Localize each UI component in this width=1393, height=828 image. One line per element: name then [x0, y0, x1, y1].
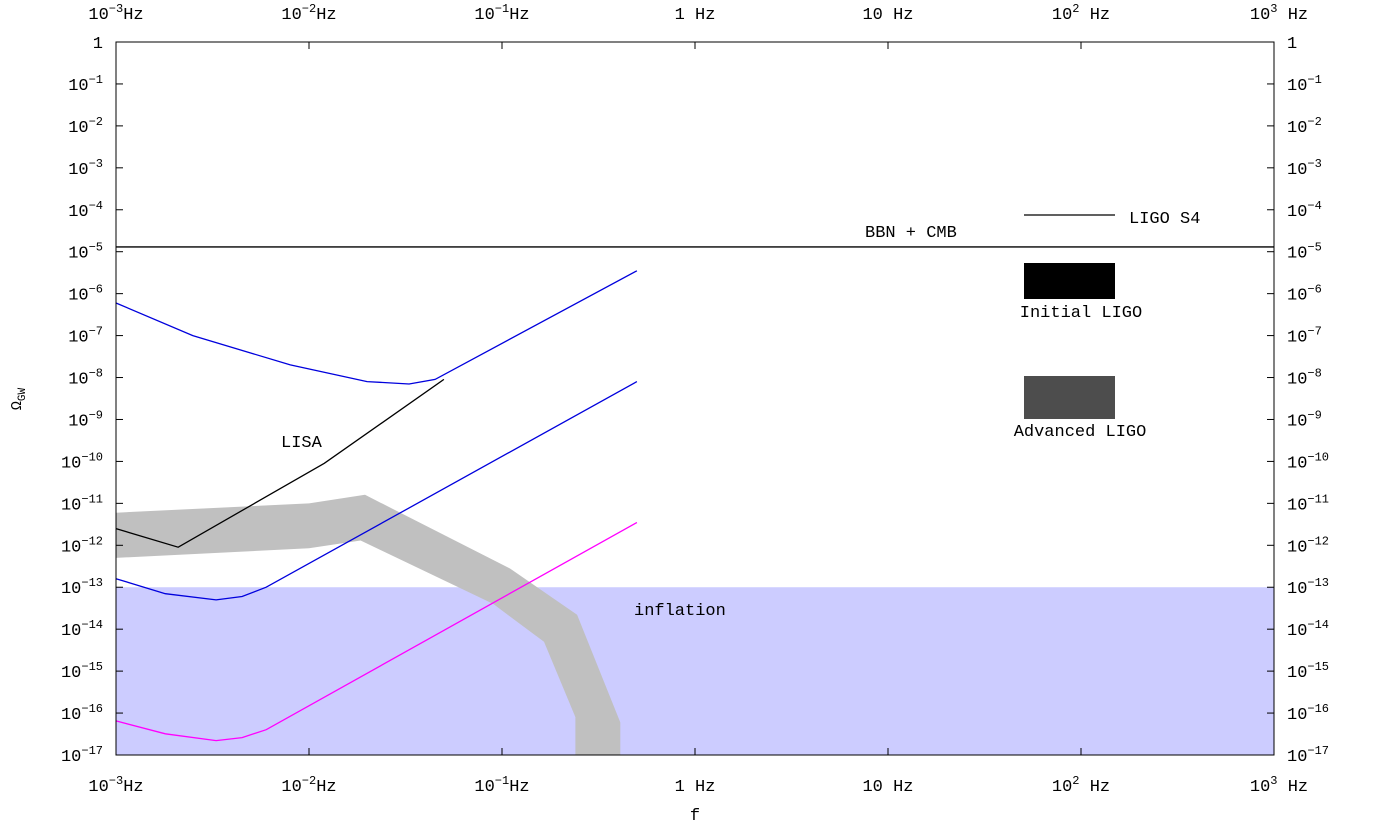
y-tick-label-right: 10−9	[1287, 408, 1322, 431]
inflation-region	[116, 587, 1274, 755]
x-axis-label: f	[690, 807, 700, 826]
y-tick-label-right: 10−6	[1287, 283, 1322, 306]
y-tick-label-right: 10−13	[1287, 576, 1329, 599]
y-tick-label-left: 10−13	[61, 576, 103, 599]
x-tick-label-bottom: 1 Hz	[675, 778, 716, 797]
y-tick-label-left: 10−4	[68, 199, 103, 222]
legend-ligo-s4-label: LIGO S4	[1129, 210, 1200, 229]
sensitivity-curve-3	[115, 521, 638, 742]
y-tick-label-right: 10−12	[1287, 534, 1329, 557]
y-tick-label-right: 10−7	[1287, 325, 1322, 348]
y-tick-label-left: 10−12	[61, 534, 103, 557]
regions-layer	[116, 587, 1274, 755]
y-tick-label-right: 10−1	[1287, 73, 1322, 96]
gray-band	[116, 494, 621, 755]
y-tick-label-right: 10−15	[1287, 660, 1329, 683]
y-tick-label-left: 10−3	[68, 157, 103, 180]
y-tick-label-left: 10−2	[68, 115, 103, 138]
sensitivity-curve-1	[115, 270, 638, 385]
x-tick-label-top: 1 Hz	[675, 6, 716, 25]
y-tick-label-right: 10−11	[1287, 492, 1329, 515]
x-tick-label-top: 103 Hz	[1250, 2, 1308, 25]
legend-initial-ligo-swatch	[1024, 263, 1115, 299]
labels-layer: f LISA inflation BBN + CMB LIGO S4 Initi…	[281, 210, 1200, 826]
sensitivity-curve-2	[115, 381, 638, 601]
y-tick-label-left: 10−11	[61, 492, 103, 515]
y-tick-label-left: 10−1	[68, 73, 103, 96]
legend-layer	[1024, 214, 1115, 419]
inflation-label: inflation	[634, 602, 726, 621]
x-tick-label-bottom: 103 Hz	[1250, 774, 1308, 797]
x-tick-label-bottom: 102 Hz	[1052, 774, 1110, 797]
y-axis-label: ΩGW	[9, 387, 29, 410]
y-tick-label-left: 10−17	[61, 744, 103, 767]
y-tick-label-left: 10−6	[68, 283, 103, 306]
y-tick-label-right: 10−4	[1287, 199, 1322, 222]
y-tick-label-right: 10−3	[1287, 157, 1322, 180]
y-tick-label-right: 10−5	[1287, 241, 1322, 264]
y-tick-label-left: 10−14	[61, 618, 103, 641]
legend-initial-ligo-label: Initial LIGO	[1020, 304, 1142, 323]
legend-advanced-ligo-label: Advanced LIGO	[1014, 423, 1147, 442]
x-tick-label-bottom: 10−2Hz	[281, 774, 336, 797]
y-tick-label-right: 10−2	[1287, 115, 1322, 138]
y-tick-label-left: 10−8	[68, 367, 103, 390]
y-tick-label-left: 10−9	[68, 408, 103, 431]
x-tick-label-top: 10 Hz	[862, 6, 913, 25]
y-tick-label-right: 10−17	[1287, 744, 1329, 767]
y-tick-label-left: 10−7	[68, 325, 103, 348]
x-tick-label-bottom: 10 Hz	[862, 778, 913, 797]
y-tick-label-right: 10−8	[1287, 367, 1322, 390]
y-tick-label-right: 10−16	[1287, 702, 1329, 725]
lisa-label: LISA	[281, 434, 323, 453]
x-tick-label-bottom: 10−3Hz	[88, 774, 143, 797]
ticks-layer: 10−3Hz 10−3Hz 10−2Hz 10−2Hz 10−1Hz 10−1Hz 1 Hz…	[9, 2, 1329, 797]
y-tick-label-left: 10−15	[61, 660, 103, 683]
y-tick-label-left: 1	[93, 35, 103, 54]
y-tick-label-left: 10−5	[68, 241, 103, 264]
y-tick-label-right: 10−14	[1287, 618, 1329, 641]
x-tick-label-top: 10−3Hz	[88, 2, 143, 25]
sensitivity-curve-4	[115, 378, 445, 548]
y-tick-label-left: 10−16	[61, 702, 103, 725]
x-tick-label-top: 102 Hz	[1052, 2, 1110, 25]
x-tick-label-top: 10−1Hz	[474, 2, 529, 25]
bbn-cmb-label: BBN + CMB	[865, 224, 957, 243]
legend-advanced-ligo-swatch	[1024, 376, 1115, 419]
y-tick-label-left: 10−10	[61, 450, 103, 473]
y-tick-label-right: 1	[1287, 35, 1297, 54]
curves-layer	[115, 246, 1274, 742]
y-tick-label-right: 10−10	[1287, 450, 1329, 473]
x-tick-label-top: 10−2Hz	[281, 2, 336, 25]
gray-band-layer	[116, 494, 621, 755]
x-tick-label-bottom: 10−1Hz	[474, 774, 529, 797]
